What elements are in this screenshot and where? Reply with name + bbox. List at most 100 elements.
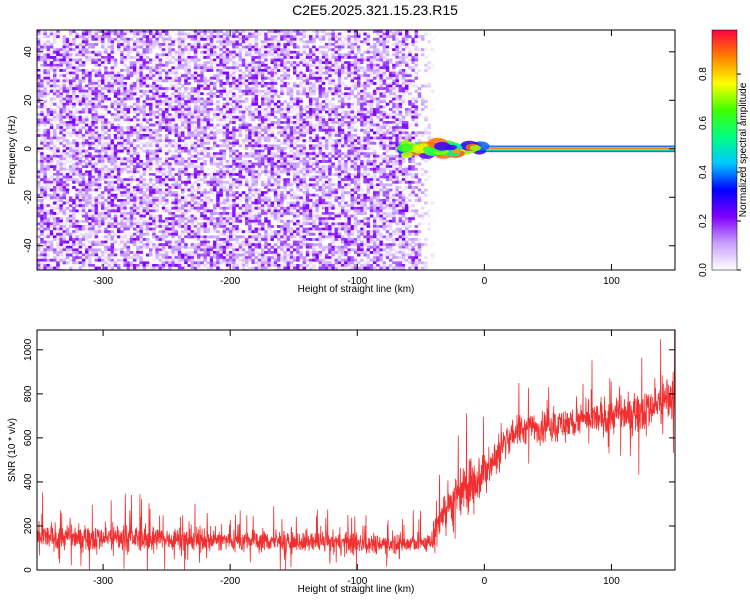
heatmap-cell [366, 115, 371, 119]
heatmap-cell [389, 173, 393, 176]
heatmap-cell [75, 50, 79, 54]
heatmap-cell [395, 175, 399, 179]
heatmap-cell [49, 157, 54, 161]
heatmap-cell [37, 58, 41, 62]
heatmap-cell [328, 144, 332, 148]
heatmap-cell [344, 128, 348, 132]
heatmap-cell [373, 154, 377, 158]
heatmap-cell [398, 102, 403, 106]
heatmap-cell [257, 136, 262, 140]
heatmap-cell [145, 43, 150, 46]
heatmap-cell [315, 66, 319, 70]
heatmap-cell [280, 167, 284, 171]
heatmap-cell [168, 160, 172, 163]
heatmap-cell [65, 100, 70, 104]
heatmap-cell [129, 92, 134, 96]
heatmap-cell [209, 178, 214, 182]
heatmap-cell [222, 134, 227, 137]
heatmap-cell [88, 110, 92, 114]
heatmap-cell [398, 105, 403, 109]
heatmap-cell [261, 157, 265, 161]
heatmap-cell [133, 89, 137, 93]
heatmap-cell [424, 63, 428, 67]
heatmap-cell [427, 131, 431, 135]
heatmap-cell [69, 50, 73, 54]
heatmap-cell [56, 79, 60, 83]
heatmap-cell [110, 30, 115, 33]
heatmap-cell [296, 175, 300, 179]
heatmap-cell [145, 108, 150, 111]
heatmap-cell [315, 32, 319, 36]
heatmap-cell [88, 152, 92, 156]
heatmap-cell [238, 69, 243, 72]
heatmap-cell [261, 30, 265, 33]
heatmap-cell [197, 63, 201, 67]
heatmap-cell [289, 167, 294, 171]
heatmap-cell [136, 74, 140, 78]
heatmap-cell [389, 76, 393, 80]
heatmap-cell [334, 40, 339, 44]
heatmap-cell [257, 69, 262, 72]
heatmap-cell [331, 71, 335, 75]
heatmap-cell [363, 56, 367, 59]
heatmap-cell [283, 131, 287, 135]
heatmap-cell [200, 157, 204, 161]
heatmap-cell [222, 118, 227, 122]
heatmap-cell [270, 126, 275, 130]
heatmap-cell [238, 53, 243, 57]
heatmap-cell [315, 144, 319, 148]
heatmap-cell [123, 141, 127, 145]
heatmap-cell [59, 121, 63, 124]
heatmap-cell [113, 147, 118, 150]
heatmap-cell [126, 71, 131, 75]
heatmap-cell [245, 162, 249, 166]
heatmap-cell [203, 110, 207, 114]
heatmap-cell [59, 48, 63, 52]
heatmap-cell [337, 37, 342, 41]
heatmap-cell [203, 113, 207, 117]
heatmap-cell [149, 48, 153, 52]
heatmap-cell [357, 141, 361, 145]
heatmap-cell [161, 35, 166, 39]
heatmap-cell [65, 76, 70, 80]
heatmap-cell [59, 154, 63, 158]
heatmap-cell [273, 102, 278, 106]
heatmap-cell [321, 79, 326, 83]
heatmap-cell [408, 74, 412, 78]
heatmap-cell [350, 162, 355, 166]
heatmap-cell [200, 79, 204, 83]
heatmap-cell [363, 82, 367, 85]
heatmap-cell [344, 110, 348, 114]
heatmap-cell [411, 131, 415, 135]
heatmap-cell [168, 69, 172, 72]
heatmap-cell [309, 87, 313, 91]
heatmap-cell [219, 92, 223, 96]
heatmap-cell [283, 76, 287, 80]
heatmap-cell [197, 141, 201, 145]
heatmap-cell [229, 113, 233, 117]
heatmap-cell [254, 76, 259, 80]
heatmap-cell [328, 71, 332, 75]
heatmap-cell [408, 139, 412, 143]
heatmap-cell [331, 126, 335, 130]
heatmap-cell [81, 154, 86, 158]
heatmap-cell [37, 128, 41, 132]
heatmap-cell [168, 131, 172, 135]
heatmap-cell [315, 160, 319, 163]
heatmap-cell [142, 84, 147, 88]
heatmap-cell [309, 74, 313, 78]
heatmap-cell [91, 123, 95, 127]
heatmap-cell [187, 69, 191, 72]
heatmap-cell [398, 84, 403, 88]
heatmap-cell [241, 56, 246, 59]
heatmap-cell [382, 136, 387, 140]
heatmap-cell [344, 113, 348, 117]
heatmap-cell [49, 102, 54, 106]
heatmap-cell [363, 50, 367, 54]
heatmap-cell [302, 147, 307, 150]
heatmap-cell [193, 147, 198, 150]
heatmap-cell [184, 136, 188, 140]
heatmap-cell [398, 71, 403, 75]
heatmap-cell [389, 74, 393, 78]
heatmap-cell [257, 84, 262, 88]
